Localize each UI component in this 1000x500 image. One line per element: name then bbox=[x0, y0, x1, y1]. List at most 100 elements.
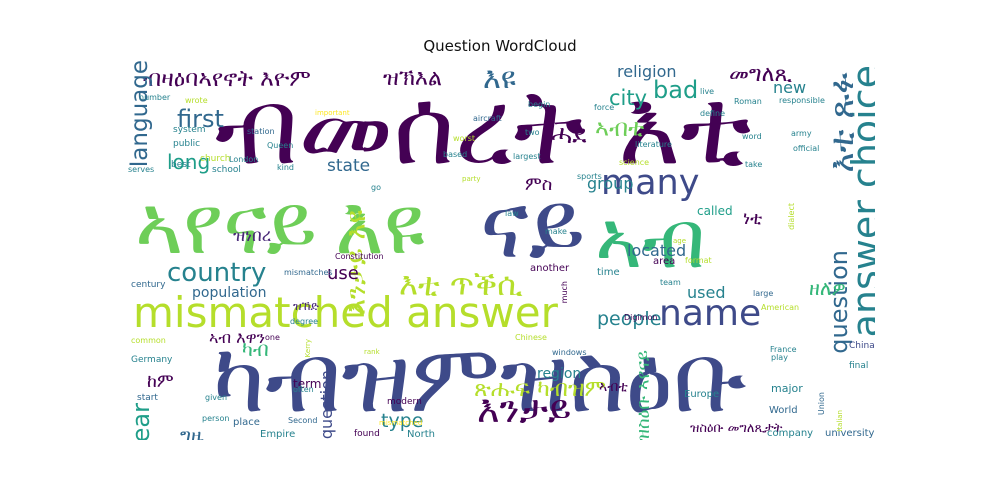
cloud-word: degree bbox=[290, 317, 319, 326]
cloud-word: Empire bbox=[260, 429, 296, 440]
cloud-word: worst bbox=[453, 134, 476, 143]
cloud-word: China bbox=[849, 341, 875, 351]
cloud-word: year bbox=[127, 403, 155, 440]
cloud-word: ግዜ bbox=[180, 425, 204, 441]
cloud-word: university bbox=[825, 428, 875, 439]
cloud-word: based bbox=[443, 150, 468, 159]
cloud-word: language bbox=[127, 60, 153, 168]
cloud-word: ናይ bbox=[480, 172, 586, 279]
cloud-word: Union bbox=[817, 392, 826, 416]
cloud-word: ኣብቲ bbox=[595, 114, 645, 142]
cloud-word: እቲ ጥቕሲ bbox=[399, 265, 523, 303]
cloud-word: much bbox=[560, 281, 569, 304]
cloud-word: bad bbox=[653, 76, 699, 104]
cloud-word: science bbox=[619, 158, 650, 167]
cloud-word: make bbox=[545, 227, 567, 236]
cloud-word: start bbox=[137, 393, 158, 403]
cloud-word: ነቲ bbox=[743, 208, 763, 229]
cloud-word: ምስ bbox=[525, 174, 553, 195]
cloud-word: ካብ bbox=[242, 337, 269, 361]
cloud-word: ጽሑፍ ካብዝም bbox=[474, 376, 607, 402]
cloud-word: France bbox=[770, 345, 797, 354]
cloud-word: common bbox=[131, 336, 166, 345]
cloud-word: another bbox=[530, 263, 570, 274]
cloud-word: question bbox=[825, 250, 853, 354]
cloud-word: responsible bbox=[779, 96, 825, 105]
cloud-word: kind bbox=[277, 163, 295, 172]
cloud-word: called bbox=[697, 204, 733, 218]
cloud-word: define bbox=[700, 109, 726, 118]
cloud-word: Queen bbox=[267, 141, 294, 150]
cloud-word: format bbox=[685, 256, 712, 265]
cloud-word: found bbox=[354, 429, 380, 439]
cloud-word: windows bbox=[552, 348, 587, 357]
cloud-word: North bbox=[407, 429, 435, 440]
cloud-word: party bbox=[462, 175, 481, 183]
cloud-word: station bbox=[247, 127, 275, 136]
cloud-word: ዘለዎ bbox=[809, 276, 846, 300]
cloud-word: ዝስዕቡ ኣየናይ bbox=[633, 350, 654, 440]
cloud-word: largest bbox=[513, 152, 541, 161]
cloud-word: እዩ bbox=[483, 61, 516, 96]
cloud-word: time bbox=[597, 267, 620, 278]
cloud-word: number bbox=[139, 93, 171, 102]
cloud-word: people bbox=[597, 308, 662, 330]
cloud-word: live bbox=[700, 87, 715, 96]
cloud-word: Chinese bbox=[515, 333, 547, 342]
cloud-word: name bbox=[659, 293, 762, 334]
cloud-word: ኣየናይ bbox=[135, 178, 317, 273]
cloud-word: given bbox=[205, 393, 228, 402]
cloud-word: mismatched bbox=[379, 419, 423, 427]
cloud-word: long bbox=[167, 150, 211, 174]
cloud-word: ዝነበረ bbox=[233, 226, 272, 246]
cloud-word: area bbox=[653, 256, 676, 267]
cloud-word: located bbox=[627, 241, 687, 260]
cloud-word: እንታይ bbox=[477, 387, 572, 431]
cloud-word: Kerry bbox=[304, 339, 312, 358]
cloud-word: company bbox=[767, 428, 814, 439]
cloud-word: law bbox=[505, 209, 519, 218]
cloud-word: school bbox=[212, 165, 241, 175]
cloud-word: ኣብቲ bbox=[599, 379, 628, 395]
cloud-word: army bbox=[791, 129, 812, 138]
cloud-word: public bbox=[173, 139, 201, 149]
cloud-word: important bbox=[315, 109, 350, 117]
cloud-word: begin bbox=[528, 100, 551, 109]
cloud-word: literature bbox=[635, 140, 672, 149]
cloud-word: region bbox=[537, 366, 582, 382]
cloud-word: age bbox=[673, 237, 687, 245]
cloud-word: ብዛዕባኣየኖት እዮም bbox=[143, 66, 311, 92]
cloud-word: ኣብ እዋን bbox=[209, 328, 266, 347]
cloud-word: serves bbox=[128, 165, 155, 174]
cloud-word: dialect bbox=[787, 203, 796, 230]
cloud-word: Constitution bbox=[335, 252, 384, 261]
cloud-word: best bbox=[171, 160, 191, 170]
cloud-word: ዝኽእል bbox=[383, 66, 442, 91]
cloud-word: often bbox=[293, 385, 314, 394]
cloud-word: major bbox=[771, 382, 803, 395]
cloud-word: ብመሰረት እቲ bbox=[215, 66, 752, 188]
cloud-word: group bbox=[587, 174, 634, 193]
cloud-word: wrote bbox=[185, 96, 208, 105]
cloud-word: force bbox=[594, 103, 615, 112]
cloud-word: Europe bbox=[684, 389, 720, 400]
cloud-word: city bbox=[609, 86, 648, 110]
cloud-word: population bbox=[192, 285, 267, 301]
cloud-word: country bbox=[167, 258, 267, 288]
cloud-word: play bbox=[771, 353, 788, 362]
cloud-word: word bbox=[742, 132, 762, 141]
cloud-word: church bbox=[200, 154, 231, 164]
cloud-word: religion bbox=[617, 62, 677, 81]
cloud-word: many bbox=[601, 163, 700, 203]
cloud-word: state bbox=[327, 156, 371, 176]
cloud-word: Italian bbox=[836, 410, 844, 432]
cloud-word: final bbox=[849, 361, 869, 371]
cloud-word: first bbox=[177, 105, 224, 133]
cloud-word: ዝኸድ bbox=[293, 299, 319, 313]
cloud-word: team bbox=[660, 278, 681, 287]
cloud-word: ሓደ bbox=[551, 120, 587, 150]
cloud-word: መግለጺ bbox=[729, 62, 793, 87]
cloud-word: term bbox=[293, 377, 322, 391]
cloud-word: go bbox=[371, 183, 381, 192]
